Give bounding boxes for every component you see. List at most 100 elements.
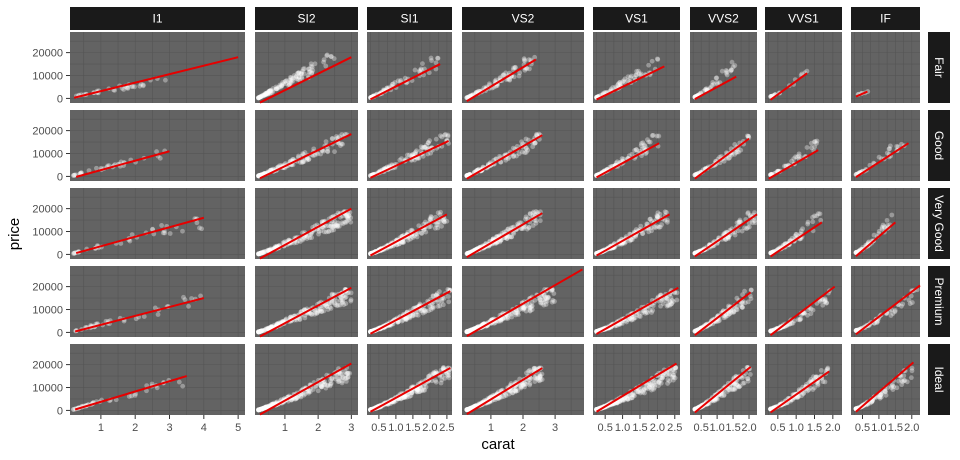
data-point (507, 77, 513, 83)
data-point (125, 85, 131, 91)
data-point (429, 58, 434, 63)
data-point (298, 71, 304, 77)
data-point (302, 66, 307, 72)
data-point (274, 86, 279, 92)
data-point (746, 133, 751, 139)
x-tick-label: 3 (552, 422, 558, 434)
data-point (724, 69, 730, 74)
data-point (162, 230, 168, 236)
data-point (132, 84, 137, 90)
data-point (664, 303, 670, 309)
data-point (256, 173, 261, 179)
data-point (340, 297, 345, 303)
data-point (433, 60, 439, 66)
data-point (338, 141, 344, 147)
y-tick-label: 20000 (32, 204, 63, 216)
panel-if-very-good (851, 188, 920, 259)
panel-vs1-ideal: 0.5 1.0 1.5 2.0 2.5 (593, 344, 682, 434)
data-point (257, 94, 263, 100)
data-point (186, 303, 191, 309)
data-point (289, 76, 295, 82)
data-point (256, 173, 262, 179)
data-point (336, 140, 342, 146)
data-point (324, 223, 329, 229)
data-point (651, 224, 657, 230)
data-point (270, 88, 276, 94)
panel-if-premium (851, 266, 921, 337)
data-point (279, 82, 285, 88)
data-point (306, 66, 312, 72)
panel-vvs1-premium (765, 266, 842, 337)
data-point (328, 53, 334, 59)
row-strip-label: Good (932, 131, 946, 160)
panel-vs1-premium (593, 266, 680, 337)
data-point (308, 63, 314, 69)
data-point (430, 304, 436, 310)
data-point (298, 71, 304, 77)
panel-si1-very-good (367, 188, 452, 259)
data-point (608, 86, 614, 92)
data-point (637, 314, 643, 319)
data-point (256, 173, 261, 179)
data-point (504, 236, 510, 241)
data-point (264, 91, 269, 97)
data-point (887, 146, 892, 152)
data-point (305, 155, 310, 161)
panel-si2-good (255, 110, 358, 181)
y-tick-label: 0 (57, 327, 63, 339)
y-tick-label: 10000 (32, 227, 63, 239)
data-point (522, 150, 528, 156)
y-tick-label: 20000 (32, 282, 63, 294)
data-point (728, 67, 734, 73)
data-point (296, 153, 301, 159)
data-point (810, 219, 816, 225)
data-point (137, 83, 143, 89)
x-tick-label: 1 (98, 422, 104, 434)
data-point (299, 70, 305, 76)
data-point (256, 173, 262, 179)
data-point (312, 152, 318, 158)
data-point (295, 76, 301, 82)
panel-vvs1-fair (765, 32, 842, 103)
x-tick-label: 3 (348, 422, 354, 434)
data-point (438, 209, 443, 215)
data-point (521, 56, 527, 62)
data-point (714, 80, 720, 85)
data-point (318, 151, 324, 157)
data-point (312, 61, 318, 67)
panel-si2-premium (255, 266, 358, 338)
data-point (296, 74, 302, 80)
data-point (329, 376, 335, 381)
data-point (634, 68, 640, 74)
data-point (517, 70, 523, 76)
data-point (181, 294, 186, 300)
data-point (327, 383, 333, 389)
panel-background (255, 32, 358, 103)
data-point (256, 173, 262, 179)
data-point (550, 297, 556, 303)
x-tick-label: 1.0 (388, 422, 403, 434)
data-point (418, 66, 424, 72)
data-point (315, 151, 320, 157)
y-tick-label: 10000 (32, 71, 63, 83)
panel-background (70, 344, 245, 415)
data-point (890, 311, 896, 317)
y-tick-label: 0 (57, 249, 63, 261)
data-point (324, 53, 330, 59)
data-point (822, 299, 827, 305)
data-point (468, 93, 474, 99)
data-point (465, 94, 471, 100)
data-point (261, 93, 266, 99)
panel-vvs2-premium (690, 266, 757, 337)
data-point (734, 149, 740, 155)
data-point (307, 69, 313, 74)
data-point (324, 304, 330, 309)
data-point (270, 86, 276, 91)
y-tick-label: 0 (57, 405, 63, 417)
data-point (334, 134, 339, 139)
x-tick-label: 2 (520, 422, 526, 434)
data-point (415, 312, 421, 318)
data-point (309, 64, 315, 70)
data-point (277, 84, 282, 90)
